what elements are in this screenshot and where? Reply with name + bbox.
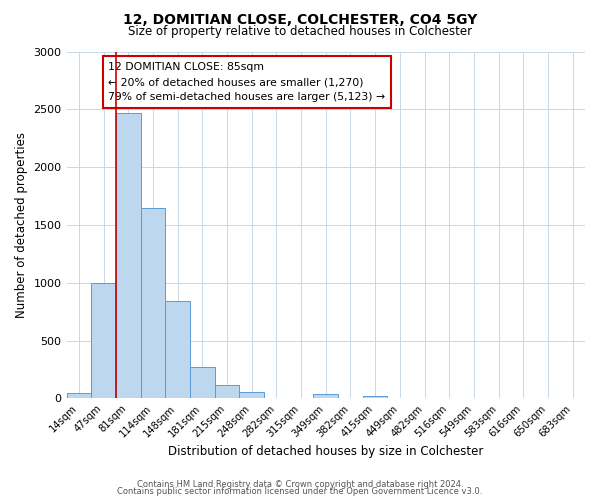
Text: Contains public sector information licensed under the Open Government Licence v3: Contains public sector information licen…: [118, 487, 482, 496]
Bar: [116, 113, 140, 399]
X-axis label: Distribution of detached houses by size in Colchester: Distribution of detached houses by size …: [168, 444, 484, 458]
Text: Size of property relative to detached houses in Colchester: Size of property relative to detached ho…: [128, 25, 472, 38]
Bar: [140, 208, 165, 398]
Bar: [190, 368, 215, 398]
Bar: [215, 384, 239, 398]
Bar: [67, 393, 91, 398]
Y-axis label: Number of detached properties: Number of detached properties: [15, 132, 28, 318]
Text: Contains HM Land Registry data © Crown copyright and database right 2024.: Contains HM Land Registry data © Crown c…: [137, 480, 463, 489]
Bar: [165, 302, 190, 398]
Bar: [91, 283, 116, 399]
Bar: [363, 396, 388, 398]
Text: 12, DOMITIAN CLOSE, COLCHESTER, CO4 5GY: 12, DOMITIAN CLOSE, COLCHESTER, CO4 5GY: [123, 12, 477, 26]
Bar: [313, 394, 338, 398]
Bar: [239, 392, 264, 398]
Text: 12 DOMITIAN CLOSE: 85sqm
← 20% of detached houses are smaller (1,270)
79% of sem: 12 DOMITIAN CLOSE: 85sqm ← 20% of detach…: [108, 62, 385, 102]
